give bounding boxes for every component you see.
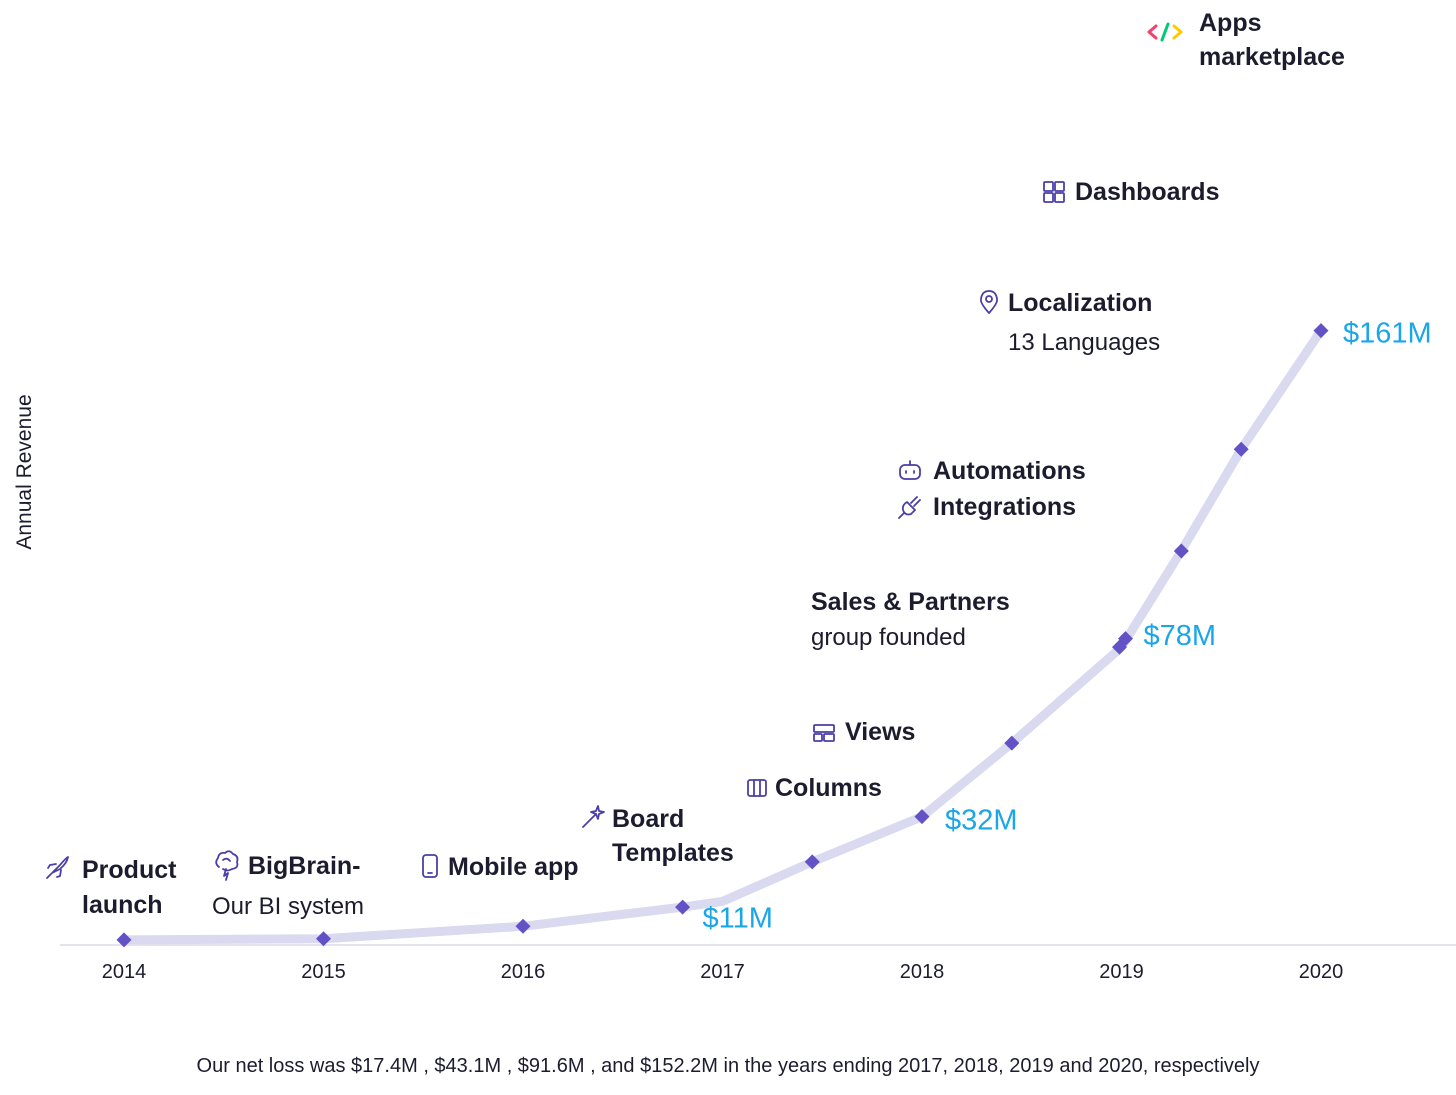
brain-icon [215, 850, 239, 881]
milestone-title: Sales & Partners [811, 588, 1010, 616]
data-point-marker [515, 918, 531, 934]
revenue-line [119, 326, 1326, 945]
revenue-value-label: $11M [703, 902, 773, 934]
map-pin-icon [980, 290, 998, 314]
milestone-annotation: Mobile app [422, 853, 579, 881]
milestone-annotation: Dashboards [1043, 178, 1219, 206]
milestone-title: Localization [1008, 289, 1152, 317]
milestone-annotation: Columns [747, 774, 882, 802]
data-point-marker [1173, 543, 1189, 559]
milestone-title: Mobile app [448, 853, 579, 881]
milestone-annotation: Automations [899, 457, 1086, 485]
milestone-annotation: Board Templates [582, 805, 734, 867]
milestone-title: launch [82, 891, 163, 919]
milestone-annotation: Apps marketplace [1147, 9, 1345, 71]
data-point-marker [675, 899, 691, 915]
data-point-marker [1004, 735, 1020, 751]
x-tick-label: 2015 [301, 961, 346, 983]
x-tick-label: 2019 [1099, 961, 1144, 983]
magic-wand-icon [582, 805, 605, 828]
revenue-labels: $11M $32M $78M $161M [703, 318, 1432, 935]
data-point-marker [116, 932, 132, 948]
robot-icon [899, 460, 921, 480]
data-point-marker [1313, 323, 1329, 339]
revenue-value-label: $32M [945, 805, 1018, 837]
x-tick-label: 2018 [900, 961, 945, 983]
revenue-value-label: $78M [1144, 620, 1217, 652]
milestone-title: marketplace [1199, 43, 1345, 71]
milestone-title: Views [845, 718, 915, 746]
milestone-annotation: Views [813, 718, 915, 746]
data-markers [116, 323, 1329, 948]
milestone-title: Automations [933, 457, 1086, 485]
milestone-title: Apps [1199, 9, 1262, 37]
plug-icon [898, 496, 921, 519]
milestone-annotation: Localization 13 Languages [980, 289, 1160, 356]
net-loss-footnote: Our net loss was $17.4M , $43.1M , $91.6… [196, 1055, 1260, 1077]
milestone-annotation: BigBrain- Our BI system [212, 850, 364, 920]
y-axis-label: Annual Revenue [13, 394, 36, 549]
layout-views-icon [813, 724, 835, 742]
code-icon [1147, 22, 1183, 42]
data-point-marker [804, 854, 820, 870]
data-point-marker [1117, 631, 1133, 647]
x-tick-label: 2014 [102, 961, 147, 983]
milestone-subtitle: 13 Languages [1008, 329, 1160, 356]
revenue-value-label: $161M [1343, 318, 1432, 350]
milestone-title: Integrations [933, 493, 1076, 521]
mobile-phone-icon [422, 854, 438, 878]
milestone-title: Dashboards [1075, 178, 1219, 206]
x-tick-label: 2016 [501, 961, 546, 983]
milestone-annotation: Product launch [46, 856, 177, 919]
x-tick-label: 2020 [1299, 961, 1344, 983]
data-point-marker [1233, 441, 1249, 457]
data-point-marker [914, 809, 930, 825]
x-axis-ticks: 2014 2015 2016 2017 2018 2019 2020 [102, 961, 1344, 983]
milestone-title: BigBrain- [248, 852, 361, 880]
data-point-marker [316, 931, 331, 947]
rocket-icon [46, 856, 69, 879]
grid-dashboard-icon [1043, 181, 1065, 203]
x-tick-label: 2017 [700, 961, 745, 983]
revenue-chart: Annual Revenue 2014 2015 2016 2017 2018 2019 2… [13, 9, 1456, 983]
milestone-annotation: Sales & Partners group founded [811, 588, 1010, 651]
milestone-subtitle: Our BI system [212, 893, 364, 920]
milestone-subtitle: group founded [811, 624, 966, 651]
milestone-title: Product [82, 856, 177, 884]
milestone-title: Templates [612, 839, 734, 867]
milestone-title: Columns [775, 774, 882, 802]
milestone-annotation: Integrations [898, 493, 1076, 521]
milestone-annotations: Product launch BigBrain- Our BI system Mobil… [46, 9, 1345, 920]
milestone-title: Board [612, 805, 684, 833]
columns-icon [747, 779, 767, 797]
